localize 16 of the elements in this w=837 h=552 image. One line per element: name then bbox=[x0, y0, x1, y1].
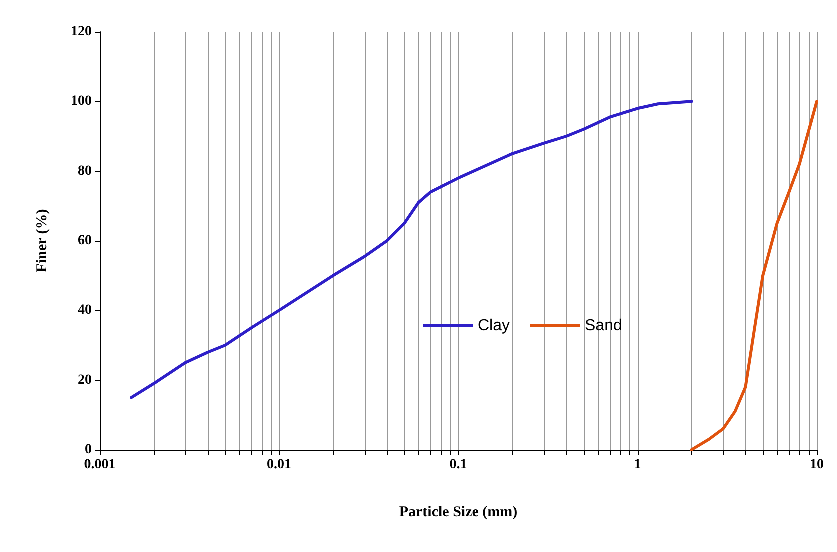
legend-label: Sand bbox=[585, 318, 622, 334]
y-axis-title: Finer (%) bbox=[34, 209, 50, 273]
y-tick-label: 40 bbox=[78, 303, 92, 318]
x-tick-label: 0.001 bbox=[84, 458, 116, 472]
y-tick-label: 0 bbox=[85, 442, 92, 458]
x-tick-label: 0.01 bbox=[267, 458, 292, 472]
y-tick-label: 60 bbox=[78, 234, 92, 248]
y-tick-label: 120 bbox=[71, 24, 92, 40]
x-tick-label: 0.1 bbox=[450, 458, 468, 472]
x-tick-label: 10 bbox=[810, 458, 824, 472]
legend-label: Clay bbox=[478, 318, 510, 334]
x-axis-title: Particle Size (mm) bbox=[399, 504, 518, 520]
y-tick-label: 80 bbox=[78, 164, 92, 179]
y-tick-label: 20 bbox=[78, 372, 92, 388]
y-tick-label: 100 bbox=[71, 94, 92, 110]
x-tick-label: 1 bbox=[634, 458, 642, 472]
